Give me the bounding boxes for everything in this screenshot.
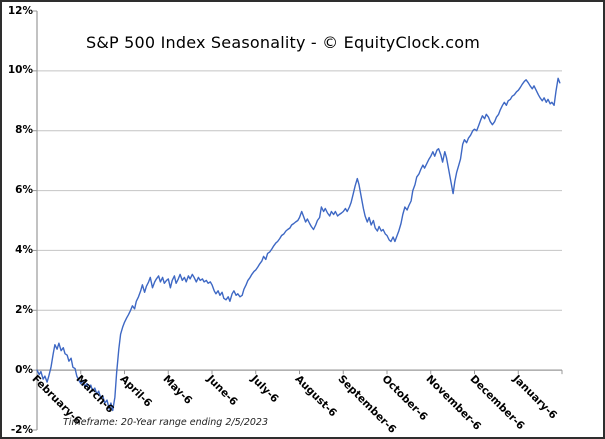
chart-title: S&P 500 Index Seasonality - © EquityCloc…	[86, 33, 480, 52]
timeframe-note: Timeframe: 20-Year range ending 2/5/2023	[63, 417, 269, 428]
y-axis-tick-label: 6%	[15, 184, 33, 197]
y-axis-tick-label: 4%	[15, 243, 33, 256]
seasonality-line	[36, 77, 561, 412]
y-axis-tick-label: 10%	[7, 64, 33, 77]
y-axis-tick-label: -2%	[10, 423, 33, 436]
y-axis-tick-label: 12%	[7, 4, 33, 17]
y-axis-tick-label: 8%	[15, 124, 33, 137]
y-axis-tick-label: 2%	[15, 303, 33, 316]
y-axis-tick-label: 0%	[15, 363, 33, 376]
